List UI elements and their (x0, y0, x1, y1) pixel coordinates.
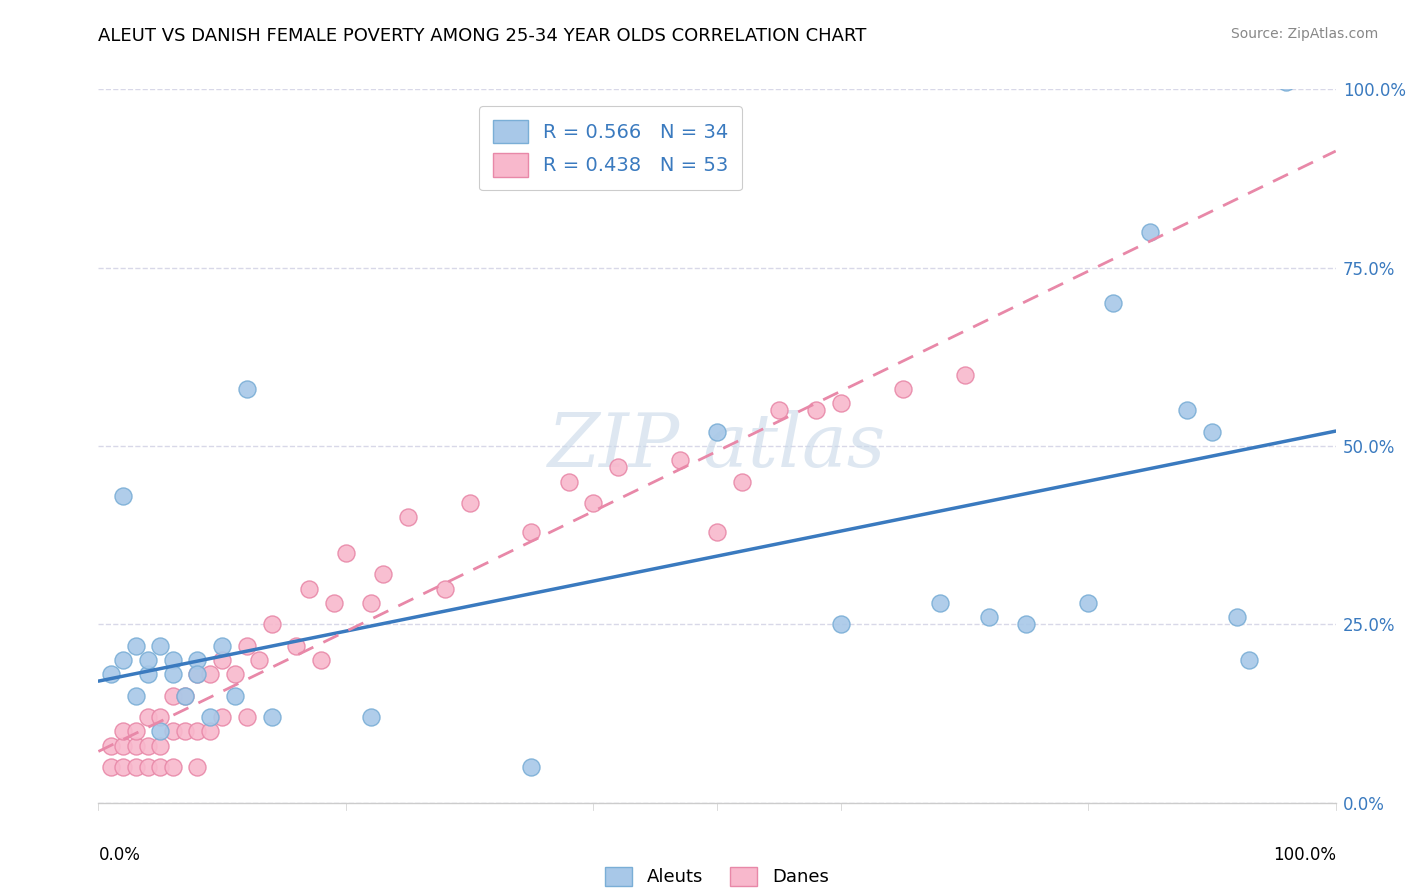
Text: 100.0%: 100.0% (1272, 846, 1336, 863)
Point (891, 382, 914, 396)
Point (335, 546, 357, 560)
Point (136, 667, 159, 681)
Point (433, 582, 456, 596)
Point (162, 653, 184, 667)
Point (112, 739, 135, 753)
Point (979, 610, 1001, 624)
Point (100, 760, 122, 774)
Point (186, 653, 208, 667)
Point (706, 425, 728, 439)
Point (396, 510, 419, 524)
Point (706, 524, 728, 539)
Point (162, 724, 184, 739)
Point (1175, 403, 1198, 417)
Point (162, 667, 184, 681)
Point (582, 496, 605, 510)
Point (224, 667, 246, 681)
Point (1226, 610, 1249, 624)
Point (186, 724, 208, 739)
Point (149, 739, 172, 753)
Text: ALEUT VS DANISH FEMALE POVERTY AMONG 25-34 YEAR OLDS CORRELATION CHART: ALEUT VS DANISH FEMALE POVERTY AMONG 25-… (98, 27, 866, 45)
Point (1102, 296, 1125, 310)
Point (768, 403, 790, 417)
Point (211, 653, 233, 667)
Point (124, 689, 146, 703)
Point (136, 760, 159, 774)
Point (285, 639, 308, 653)
Text: ZIP atlas: ZIP atlas (548, 409, 886, 483)
Point (149, 710, 172, 724)
Point (198, 724, 221, 739)
Point (669, 453, 692, 467)
Point (928, 596, 950, 610)
Point (260, 617, 283, 632)
Text: Source: ZipAtlas.com: Source: ZipAtlas.com (1230, 27, 1378, 41)
Text: 0.0%: 0.0% (98, 846, 141, 863)
Point (1077, 596, 1099, 610)
Point (174, 689, 197, 703)
Point (186, 667, 208, 681)
Point (174, 724, 197, 739)
Point (136, 739, 159, 753)
Point (162, 760, 184, 774)
Point (100, 739, 122, 753)
Point (360, 710, 382, 724)
Point (360, 596, 382, 610)
Point (520, 524, 543, 539)
Point (520, 760, 543, 774)
Point (731, 475, 754, 489)
Point (804, 403, 827, 417)
Point (1015, 617, 1038, 632)
Point (236, 639, 259, 653)
Point (124, 760, 146, 774)
Point (236, 710, 259, 724)
Legend: Aleuts, Danes: Aleuts, Danes (598, 860, 837, 892)
Point (124, 739, 146, 753)
Point (112, 724, 135, 739)
Point (124, 639, 146, 653)
Point (322, 596, 344, 610)
Point (1139, 225, 1161, 239)
Point (162, 689, 184, 703)
Point (100, 667, 122, 681)
Point (112, 489, 135, 503)
Point (458, 496, 481, 510)
Point (124, 724, 146, 739)
Point (198, 667, 221, 681)
Point (112, 760, 135, 774)
Point (112, 653, 135, 667)
Point (309, 653, 332, 667)
Point (211, 639, 233, 653)
Point (247, 653, 270, 667)
Point (830, 396, 852, 410)
Point (186, 667, 208, 681)
Point (1201, 425, 1223, 439)
Point (236, 382, 259, 396)
Point (1275, 75, 1298, 89)
Point (174, 689, 197, 703)
Point (1237, 653, 1260, 667)
Point (186, 760, 208, 774)
Point (149, 639, 172, 653)
Point (224, 689, 246, 703)
Point (298, 582, 321, 596)
Point (211, 710, 233, 724)
Point (953, 368, 976, 382)
Point (371, 567, 394, 582)
Point (136, 710, 159, 724)
Point (198, 710, 221, 724)
Point (557, 475, 579, 489)
Point (136, 653, 159, 667)
Point (830, 617, 852, 632)
Point (260, 710, 283, 724)
Point (149, 760, 172, 774)
Point (607, 460, 630, 475)
Point (149, 724, 172, 739)
